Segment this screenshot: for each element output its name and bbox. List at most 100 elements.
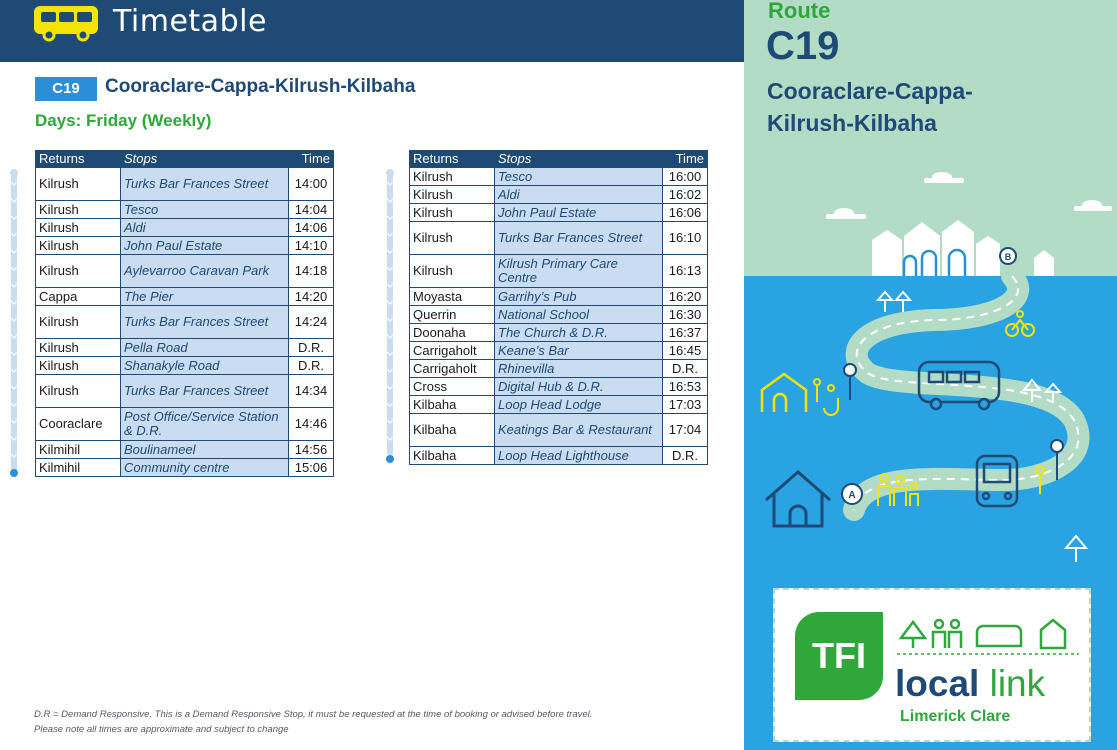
route-timeline-left <box>10 169 18 477</box>
table-row: Kilrush Turks Bar Frances Street 14:34 <box>35 374 334 408</box>
cell-stop: Turks Bar Frances Street <box>120 305 289 339</box>
timeline-start-dot <box>10 169 18 177</box>
cell-time: 16:53 <box>662 377 708 396</box>
table-row: Cross Digital Hub & D.R. 16:53 <box>409 377 708 396</box>
table-row: Kilrush Shanakyle Road D.R. <box>35 356 334 375</box>
cell-returns: Kilrush <box>409 254 495 288</box>
cell-time: D.R. <box>662 359 708 378</box>
cell-time: 14:04 <box>288 200 334 219</box>
svg-text:B: B <box>1005 252 1012 262</box>
cell-time: 14:56 <box>288 440 334 459</box>
table-row: Kilrush Aldi 14:06 <box>35 218 334 237</box>
cell-time: D.R. <box>288 338 334 357</box>
cell-returns: Kilrush <box>35 305 121 339</box>
table-row: Doonaha The Church & D.R. 16:37 <box>409 323 708 342</box>
cell-returns: Kilbaha <box>409 413 495 447</box>
table-row: Kilrush John Paul Estate 16:06 <box>409 203 708 222</box>
cell-time: 14:46 <box>288 407 334 441</box>
people-icon <box>933 618 945 630</box>
cell-stop: Rhinevilla <box>494 359 663 378</box>
sidebar-route-label: Route <box>768 0 831 23</box>
svg-text:A: A <box>848 490 855 501</box>
column-header-returns: Returns <box>35 150 121 168</box>
footnote-approximate: Please note all times are approximate an… <box>34 724 289 735</box>
cell-returns: Querrin <box>409 305 495 324</box>
route-sidebar: B <box>744 0 1117 750</box>
page-title: Timetable <box>113 4 267 39</box>
cell-time: 16:20 <box>662 287 708 306</box>
cell-stop: John Paul Estate <box>494 203 663 222</box>
timetable-return: Returns Stops Time Kilrush Tesco 16:00 Kilr… <box>409 150 708 465</box>
cell-stop: Digital Hub & D.R. <box>494 377 663 396</box>
cell-time: 16:10 <box>662 221 708 255</box>
cell-returns: Kilrush <box>35 200 121 219</box>
table-row: Kilrush Turks Bar Frances Street 16:10 <box>409 221 708 255</box>
table-row: Kilmihil Community centre 15:06 <box>35 458 334 477</box>
table-row: Kilrush John Paul Estate 14:10 <box>35 236 334 255</box>
table-row: Kilrush Aldi 16:02 <box>409 185 708 204</box>
cell-time: 14:06 <box>288 218 334 237</box>
cell-returns: Kilbaha <box>409 395 495 414</box>
table-row: Carrigaholt Keane’s Bar 16:45 <box>409 341 708 360</box>
cell-returns: Kilbaha <box>409 446 495 465</box>
cell-time: 14:20 <box>288 287 334 306</box>
table-header-row: Returns Stops Time <box>409 150 708 168</box>
cell-returns: Kilrush <box>409 185 495 204</box>
cell-returns: Kilrush <box>35 374 121 408</box>
cell-returns: Kilrush <box>35 356 121 375</box>
table-row: Kilbaha Keatings Bar & Restaurant 17:04 <box>409 413 708 447</box>
bus-stop-icon <box>1035 439 1064 494</box>
table-row: Kilrush Turks Bar Frances Street 14:24 <box>35 305 334 339</box>
cell-time: D.R. <box>288 356 334 375</box>
table-row: Moyasta Garrihy’s Pub 16:20 <box>409 287 708 306</box>
cell-stop: Tesco <box>120 200 289 219</box>
local-link-wordmark: local link <box>895 664 1045 704</box>
cell-time: 15:06 <box>288 458 334 477</box>
cell-time: 16:13 <box>662 254 708 288</box>
table-row: Cooraclare Post Office/Service Station & … <box>35 407 334 441</box>
cell-returns: Carrigaholt <box>409 359 495 378</box>
cell-stop: John Paul Estate <box>120 236 289 255</box>
cell-time: 14:10 <box>288 236 334 255</box>
cell-stop: Boulinameel <box>120 440 289 459</box>
cell-time: 16:00 <box>662 167 708 186</box>
houses-icon <box>872 220 1054 276</box>
person-icon <box>813 378 839 416</box>
route-timeline-right <box>386 169 394 463</box>
house-icon <box>760 372 808 412</box>
table-row: Querrin National School 16:30 <box>409 305 708 324</box>
house-icon <box>1039 618 1067 650</box>
cyclist-icon <box>1005 310 1035 337</box>
bus-icon <box>975 624 1023 648</box>
cell-stop: National School <box>494 305 663 324</box>
cell-time: 16:45 <box>662 341 708 360</box>
bus-stop-icon <box>843 363 857 400</box>
cloud-icon <box>826 172 1112 219</box>
cell-returns: Kilrush <box>35 218 121 237</box>
column-header-time: Time <box>288 150 334 168</box>
cell-stop: Turks Bar Frances Street <box>494 221 663 255</box>
footnote: D.R = Demand Responsive. This is a Deman… <box>34 707 734 737</box>
cell-time: 16:37 <box>662 323 708 342</box>
cell-stop: Shanakyle Road <box>120 356 289 375</box>
column-header-stops: Stops <box>120 150 289 168</box>
cell-time: D.R. <box>662 446 708 465</box>
cell-stop: Aldi <box>494 185 663 204</box>
cell-returns: Kilrush <box>409 167 495 186</box>
cell-time: 14:18 <box>288 254 334 288</box>
cell-time: 14:24 <box>288 305 334 339</box>
cell-returns: Kilrush <box>35 236 121 255</box>
link-text: link <box>989 663 1046 704</box>
cell-returns: Doonaha <box>409 323 495 342</box>
cell-returns: Kilrush <box>409 203 495 222</box>
cell-stop: Aldi <box>120 218 289 237</box>
column-header-time: Time <box>662 150 708 168</box>
table-header-row: Returns Stops Time <box>35 150 334 168</box>
column-header-stops: Stops <box>494 150 663 168</box>
home-icon <box>765 470 831 528</box>
table-row: Kilmihil Boulinameel 14:56 <box>35 440 334 459</box>
table-row: Kilrush Pella Road D.R. <box>35 338 334 357</box>
cell-stop: Turks Bar Frances Street <box>120 374 289 408</box>
timeline-end-dot <box>10 469 18 477</box>
bus-icon <box>34 6 98 42</box>
